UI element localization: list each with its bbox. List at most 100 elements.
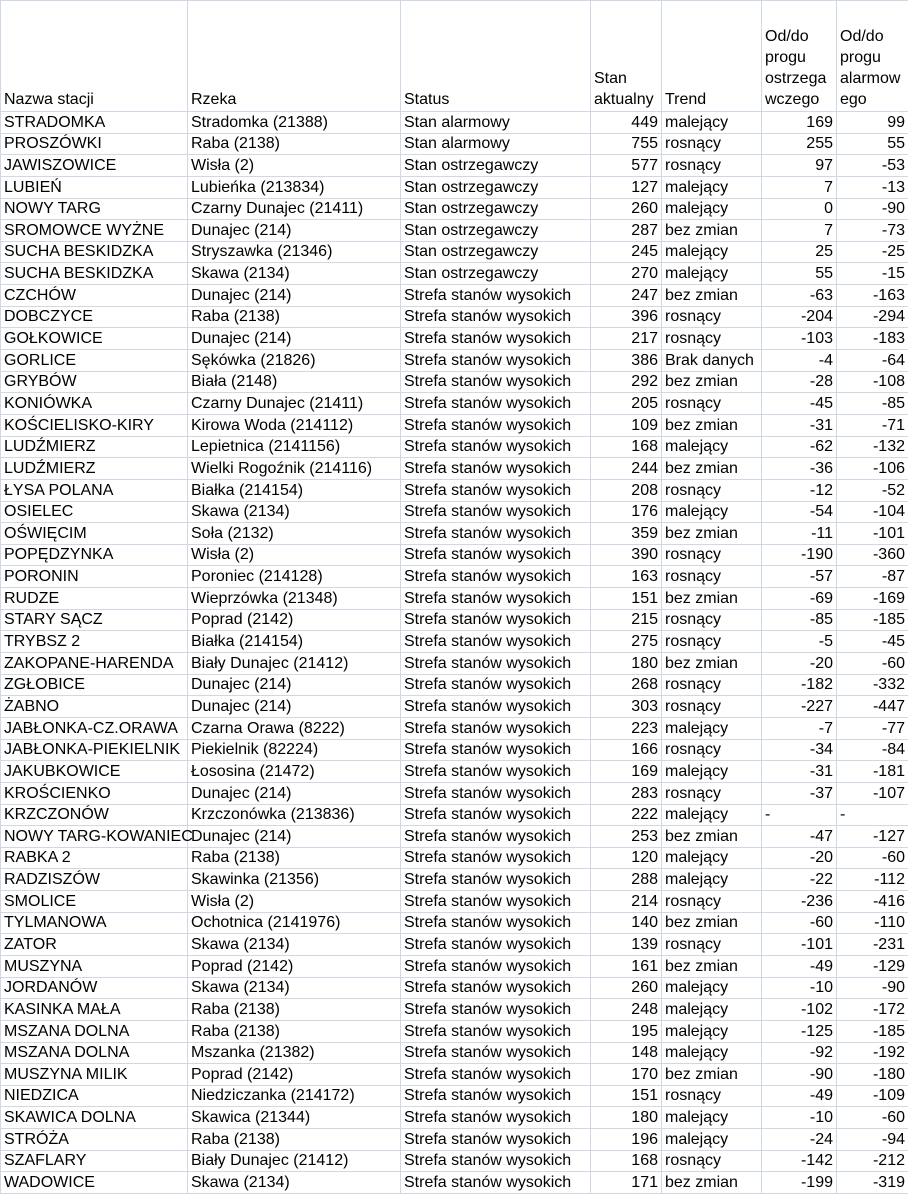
warning-threshold-diff-cell[interactable]: -10 <box>762 977 837 999</box>
status-cell[interactable]: Strefa stanów wysokich <box>401 371 591 393</box>
station-name-cell[interactable]: GORLICE <box>1 350 188 372</box>
station-name-cell[interactable]: KASINKA MAŁA <box>1 999 188 1021</box>
station-name-cell[interactable]: ZGŁOBICE <box>1 674 188 696</box>
warning-threshold-diff-cell[interactable]: 169 <box>762 112 837 134</box>
status-cell[interactable]: Strefa stanów wysokich <box>401 891 591 913</box>
current-level-cell[interactable]: 449 <box>591 112 662 134</box>
warning-threshold-diff-cell[interactable]: -5 <box>762 631 837 653</box>
column-header[interactable]: Od/do progu alarmow ego <box>837 1 908 112</box>
warning-threshold-diff-cell[interactable]: -204 <box>762 306 837 328</box>
warning-threshold-diff-cell[interactable]: 255 <box>762 133 837 155</box>
current-level-cell[interactable]: 288 <box>591 869 662 891</box>
status-cell[interactable]: Strefa stanów wysokich <box>401 285 591 307</box>
status-cell[interactable]: Strefa stanów wysokich <box>401 804 591 826</box>
current-level-cell[interactable]: 180 <box>591 653 662 675</box>
station-name-cell[interactable]: PROSZÓWKI <box>1 133 188 155</box>
trend-cell[interactable]: bez zmian <box>662 588 762 610</box>
station-name-cell[interactable]: ZATOR <box>1 934 188 956</box>
river-cell[interactable]: Biała (2148) <box>188 371 401 393</box>
trend-cell[interactable]: malejący <box>662 804 762 826</box>
current-level-cell[interactable]: 109 <box>591 414 662 436</box>
current-level-cell[interactable]: 268 <box>591 674 662 696</box>
trend-cell[interactable]: rosnący <box>662 393 762 415</box>
trend-cell[interactable]: bez zmian <box>662 653 762 675</box>
warning-threshold-diff-cell[interactable]: -62 <box>762 436 837 458</box>
current-level-cell[interactable]: 223 <box>591 717 662 739</box>
current-level-cell[interactable]: 195 <box>591 1020 662 1042</box>
current-level-cell[interactable]: 260 <box>591 977 662 999</box>
current-level-cell[interactable]: 386 <box>591 350 662 372</box>
alarm-threshold-diff-cell[interactable]: -94 <box>837 1129 908 1151</box>
current-level-cell[interactable]: 168 <box>591 436 662 458</box>
alarm-threshold-diff-cell[interactable]: -107 <box>837 782 908 804</box>
trend-cell[interactable]: rosnący <box>662 133 762 155</box>
current-level-cell[interactable]: 215 <box>591 609 662 631</box>
warning-threshold-diff-cell[interactable]: -102 <box>762 999 837 1021</box>
trend-cell[interactable]: rosnący <box>662 609 762 631</box>
river-cell[interactable]: Dunajec (214) <box>188 782 401 804</box>
alarm-threshold-diff-cell[interactable]: -60 <box>837 1107 908 1129</box>
river-cell[interactable]: Poprad (2142) <box>188 609 401 631</box>
trend-cell[interactable]: malejący <box>662 241 762 263</box>
station-name-cell[interactable]: RADZISZÓW <box>1 869 188 891</box>
river-cell[interactable]: Skawa (2134) <box>188 1172 401 1194</box>
current-level-cell[interactable]: 151 <box>591 588 662 610</box>
trend-cell[interactable]: malejący <box>662 977 762 999</box>
station-name-cell[interactable]: GRYBÓW <box>1 371 188 393</box>
river-cell[interactable]: Raba (2138) <box>188 847 401 869</box>
warning-threshold-diff-cell[interactable]: 55 <box>762 263 837 285</box>
alarm-threshold-diff-cell[interactable]: -319 <box>837 1172 908 1194</box>
river-cell[interactable]: Piekielnik (82224) <box>188 739 401 761</box>
alarm-threshold-diff-cell[interactable]: -185 <box>837 1020 908 1042</box>
river-cell[interactable]: Poroniec (214128) <box>188 566 401 588</box>
trend-cell[interactable]: bez zmian <box>662 826 762 848</box>
river-cell[interactable]: Lubieńka (213834) <box>188 176 401 198</box>
river-cell[interactable]: Raba (2138) <box>188 306 401 328</box>
alarm-threshold-diff-cell[interactable]: -87 <box>837 566 908 588</box>
current-level-cell[interactable]: 205 <box>591 393 662 415</box>
river-cell[interactable]: Czarny Dunajec (21411) <box>188 198 401 220</box>
warning-threshold-diff-cell[interactable]: -4 <box>762 350 837 372</box>
river-cell[interactable]: Biały Dunajec (21412) <box>188 1150 401 1172</box>
station-name-cell[interactable]: STRÓŻA <box>1 1129 188 1151</box>
status-cell[interactable]: Strefa stanów wysokich <box>401 306 591 328</box>
warning-threshold-diff-cell[interactable]: -227 <box>762 696 837 718</box>
river-cell[interactable]: Czarna Orawa (8222) <box>188 717 401 739</box>
status-cell[interactable]: Strefa stanów wysokich <box>401 782 591 804</box>
status-cell[interactable]: Strefa stanów wysokich <box>401 631 591 653</box>
river-cell[interactable]: Kirowa Woda (214112) <box>188 414 401 436</box>
alarm-threshold-diff-cell[interactable]: -77 <box>837 717 908 739</box>
warning-threshold-diff-cell[interactable]: -60 <box>762 912 837 934</box>
warning-threshold-diff-cell[interactable]: -125 <box>762 1020 837 1042</box>
river-cell[interactable]: Poprad (2142) <box>188 1064 401 1086</box>
status-cell[interactable]: Strefa stanów wysokich <box>401 1107 591 1129</box>
status-cell[interactable]: Stan alarmowy <box>401 133 591 155</box>
warning-threshold-diff-cell[interactable]: -57 <box>762 566 837 588</box>
status-cell[interactable]: Strefa stanów wysokich <box>401 523 591 545</box>
river-cell[interactable]: Mszanka (21382) <box>188 1042 401 1064</box>
status-cell[interactable]: Strefa stanów wysokich <box>401 436 591 458</box>
station-name-cell[interactable]: TRYBSZ 2 <box>1 631 188 653</box>
station-name-cell[interactable]: SZAFLARY <box>1 1150 188 1172</box>
station-name-cell[interactable]: JABŁONKA-PIEKIELNIK <box>1 739 188 761</box>
current-level-cell[interactable]: 148 <box>591 1042 662 1064</box>
warning-threshold-diff-cell[interactable]: -92 <box>762 1042 837 1064</box>
trend-cell[interactable]: bez zmian <box>662 414 762 436</box>
alarm-threshold-diff-cell[interactable]: -13 <box>837 176 908 198</box>
alarm-threshold-diff-cell[interactable]: -15 <box>837 263 908 285</box>
alarm-threshold-diff-cell[interactable]: -212 <box>837 1150 908 1172</box>
trend-cell[interactable]: bez zmian <box>662 523 762 545</box>
current-level-cell[interactable]: 120 <box>591 847 662 869</box>
alarm-threshold-diff-cell[interactable]: -360 <box>837 544 908 566</box>
river-cell[interactable]: Dunajec (214) <box>188 674 401 696</box>
station-name-cell[interactable]: ŻABNO <box>1 696 188 718</box>
station-name-cell[interactable]: NOWY TARG <box>1 198 188 220</box>
alarm-threshold-diff-cell[interactable]: -73 <box>837 220 908 242</box>
trend-cell[interactable]: rosnący <box>662 1085 762 1107</box>
river-cell[interactable]: Czarny Dunajec (21411) <box>188 393 401 415</box>
current-level-cell[interactable]: 222 <box>591 804 662 826</box>
station-name-cell[interactable]: NOWY TARG-KOWANIEC <box>1 826 188 848</box>
station-name-cell[interactable]: SKAWICA DOLNA <box>1 1107 188 1129</box>
trend-cell[interactable]: bez zmian <box>662 458 762 480</box>
river-cell[interactable]: Wieprzówka (21348) <box>188 588 401 610</box>
